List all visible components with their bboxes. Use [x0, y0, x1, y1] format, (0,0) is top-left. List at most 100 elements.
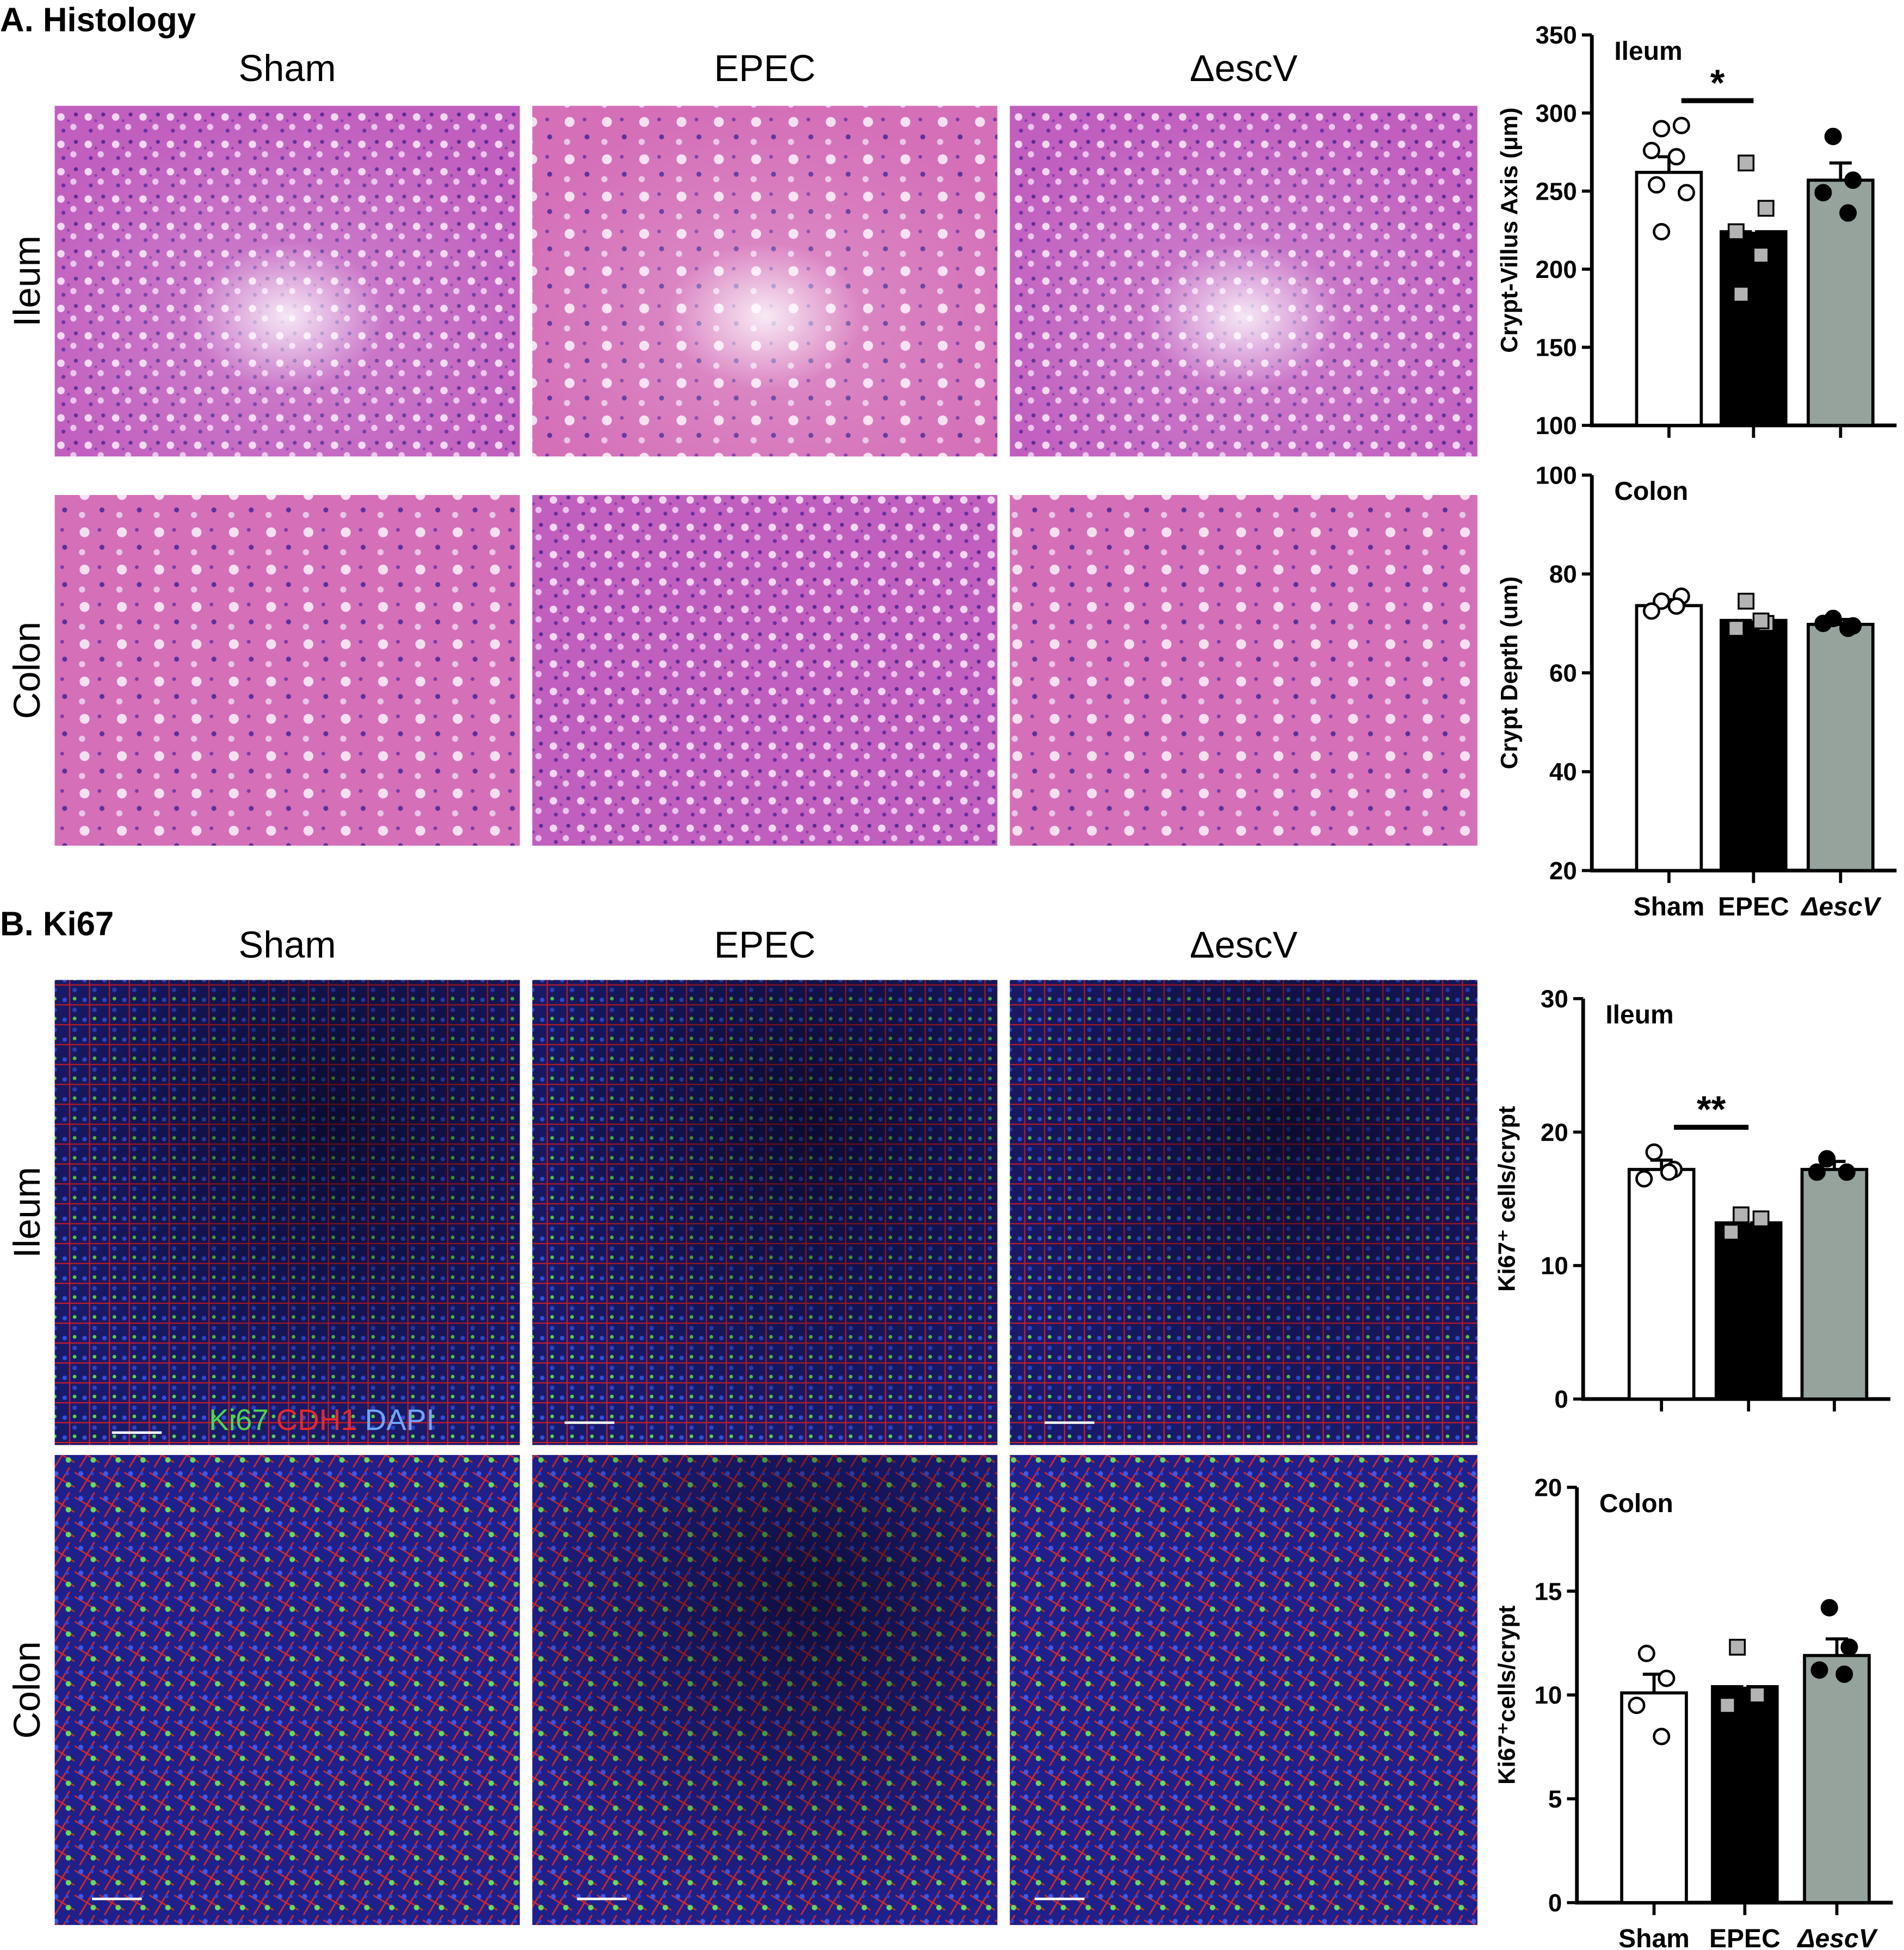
column-title: ΔescV	[1190, 47, 1298, 89]
data-point	[1752, 246, 1770, 264]
row-label: Ileum	[6, 236, 48, 327]
data-point	[1840, 1638, 1858, 1656]
data-point	[1653, 592, 1671, 610]
column-title: EPEC	[714, 924, 816, 965]
bar	[1807, 623, 1875, 872]
micrograph	[1010, 1454, 1478, 1926]
row-label: Colon	[6, 622, 48, 719]
bar	[1635, 604, 1703, 872]
significance-label: **	[1697, 1088, 1726, 1130]
bar	[1620, 1691, 1688, 1904]
data-point	[1653, 1728, 1671, 1745]
stain-legend-text: Ki67 CDH1 DAPI	[209, 1403, 435, 1437]
data-point	[1820, 1599, 1838, 1617]
stain-label: Ki67	[209, 1403, 269, 1437]
x-tick-label: ΔescV	[1800, 893, 1882, 921]
y-tick-label: 250	[1535, 177, 1577, 205]
micrograph	[54, 1454, 520, 1926]
y-tick-label: 100	[1535, 412, 1577, 439]
data-point	[1667, 597, 1685, 615]
bar	[1714, 1221, 1783, 1401]
significance-label: *	[1710, 62, 1725, 104]
fluorescence-images	[54, 980, 1478, 1926]
y-tick-label: 30	[1541, 985, 1568, 1013]
micrograph-overlay	[532, 106, 998, 457]
y-tick-label: 0	[1548, 1889, 1562, 1917]
bar-chart: 20 40 60 80 100 Crypt Depth (um) Colon Sham EPEC…	[1497, 461, 1897, 921]
data-point	[1653, 120, 1671, 138]
y-tick-label: 20	[1549, 857, 1577, 884]
bar-chart: 0 10 20 30 Ki67⁺ cells/crypt Ileum **	[1494, 985, 1890, 1413]
data-point	[1818, 1150, 1836, 1168]
micrograph-overlay	[54, 980, 520, 1445]
data-point	[1814, 615, 1832, 633]
data-point	[1752, 1210, 1770, 1228]
data-point	[1757, 200, 1775, 217]
bar	[1720, 230, 1788, 427]
x-tick-label: ΔescV	[1796, 1924, 1878, 1950]
data-point	[1733, 286, 1750, 303]
y-axis-label: Ki67⁺cells/crypt	[1494, 1605, 1520, 1784]
bar	[1807, 178, 1875, 427]
bar	[1635, 171, 1703, 427]
column-title: EPEC	[714, 47, 816, 89]
y-tick-label: 60	[1549, 659, 1577, 687]
data-point	[1645, 1143, 1663, 1161]
chart-title: Colon	[1599, 1489, 1673, 1518]
micrograph-overlay	[54, 106, 520, 457]
y-tick-label: 0	[1554, 1385, 1568, 1413]
micrograph-overlay	[1010, 980, 1478, 1445]
data-point	[1733, 1206, 1750, 1223]
data-point	[1648, 176, 1666, 194]
bar	[1627, 1168, 1696, 1401]
chart-title: Ileum	[1614, 37, 1682, 66]
stain-label: DAPI	[365, 1403, 435, 1437]
micrograph-overlay	[532, 1454, 998, 1926]
data-point	[1738, 154, 1755, 172]
bar	[1803, 1654, 1871, 1904]
y-tick-label: 5	[1548, 1785, 1562, 1813]
data-point	[1810, 1661, 1828, 1679]
x-tick-label: Sham	[1618, 1924, 1690, 1950]
y-axis-label: Crypt Depth (um)	[1497, 577, 1523, 770]
data-point	[1824, 127, 1842, 145]
chart-title: Colon	[1614, 477, 1688, 506]
panel-title: B. Ki67	[0, 905, 114, 943]
column-title: Sham	[239, 924, 336, 965]
y-axis-label: Ki67⁺ cells/crypt	[1494, 1106, 1520, 1292]
bar	[1720, 618, 1788, 872]
micrograph-overlay	[532, 980, 998, 1445]
data-point	[1628, 1697, 1646, 1714]
data-point	[1748, 1686, 1766, 1704]
data-point	[1672, 116, 1690, 134]
image-labels: Sham EPEC ΔescV Ileum Colon Sham EPEC ΔescV Ileu…	[6, 47, 1297, 1739]
y-tick-label: 20	[1541, 1118, 1568, 1146]
data-point	[1727, 620, 1745, 637]
data-point	[1718, 1697, 1736, 1714]
data-point	[1642, 602, 1660, 620]
micrograph	[532, 495, 998, 846]
bar	[1711, 1685, 1779, 1904]
data-point	[1635, 1170, 1653, 1188]
row-label: Ileum	[6, 1167, 48, 1258]
data-point	[1667, 148, 1685, 166]
y-tick-label: 300	[1535, 100, 1577, 127]
bar-chart: 0 5 10 15 20 Ki67⁺cells/crypt Colon Sham EPEC Δes…	[1494, 1474, 1893, 1950]
data-point	[1637, 1644, 1655, 1662]
data-point	[1658, 1669, 1676, 1687]
micrograph	[54, 495, 520, 846]
stain-label: CDH1	[276, 1403, 357, 1437]
column-title: ΔescV	[1190, 924, 1298, 965]
bar-chart: 100 150 200 250 300 350 Crypt-Villus Axis (μm)…	[1497, 21, 1897, 439]
y-tick-label: 10	[1541, 1252, 1568, 1280]
data-point	[1814, 184, 1832, 202]
micrograph	[1010, 495, 1478, 846]
y-tick-label: 150	[1535, 333, 1577, 361]
data-point	[1752, 612, 1770, 629]
data-point	[1722, 1223, 1740, 1241]
data-point	[1839, 620, 1857, 637]
y-tick-label: 350	[1535, 21, 1577, 49]
x-tick-label: Sham	[1634, 893, 1705, 921]
